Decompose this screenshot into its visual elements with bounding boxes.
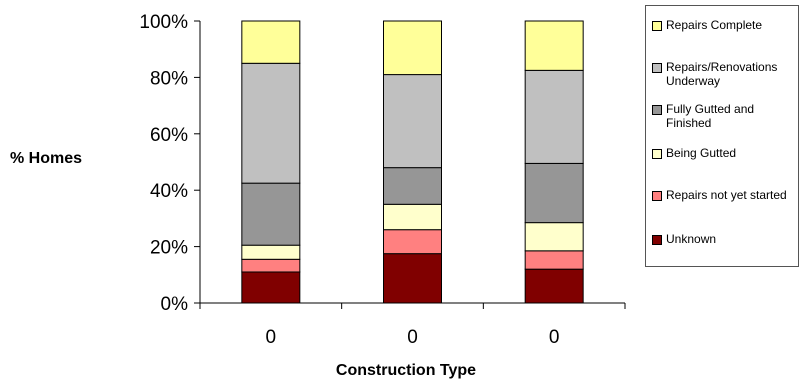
bar-segment bbox=[241, 20, 301, 64]
bar-segment bbox=[524, 20, 584, 71]
legend: Repairs Complete Repairs/Renovations Unde… bbox=[645, 5, 799, 267]
bar-segment bbox=[383, 74, 442, 169]
legend-swatch bbox=[652, 105, 662, 115]
legend-item: Fully Gutted and Finished bbox=[652, 102, 798, 130]
bar-segment bbox=[241, 258, 301, 273]
x-tick-label: 0 bbox=[266, 327, 277, 348]
bar-segment bbox=[524, 222, 584, 252]
legend-label: Repairs/Renovations Underway bbox=[666, 60, 778, 88]
y-tick-label: 20% bbox=[150, 238, 188, 259]
bar-segment bbox=[241, 244, 301, 260]
legend-item: Repairs Complete bbox=[652, 18, 798, 32]
legend-label: Unknown bbox=[666, 232, 717, 246]
legend-item: Being Gutted bbox=[652, 146, 798, 160]
bar-segment bbox=[383, 229, 442, 255]
legend-swatch bbox=[652, 191, 662, 201]
x-tick-label: 0 bbox=[549, 327, 560, 348]
legend-swatch bbox=[652, 63, 662, 73]
bar-segment bbox=[241, 271, 301, 304]
x-tick-label: 0 bbox=[407, 327, 418, 348]
bar-segment bbox=[383, 203, 442, 231]
y-tick-label: 80% bbox=[150, 68, 188, 89]
plot-area: 0% 20% 40% 60% 80% 100% 0 0 0 bbox=[139, 12, 626, 348]
y-tick-label: 0% bbox=[161, 294, 189, 315]
legend-item: Repairs/Renovations Underway bbox=[652, 60, 798, 88]
y-axis-title: % Homes bbox=[10, 150, 82, 167]
legend-swatch bbox=[652, 21, 662, 31]
x-axis-title: Construction Type bbox=[336, 362, 476, 379]
legend-label: Repairs Complete bbox=[666, 18, 763, 32]
legend-label: Repairs not yet started bbox=[666, 188, 787, 202]
y-tick-label: 60% bbox=[150, 125, 188, 146]
bar-segment bbox=[524, 162, 584, 224]
bar-segment bbox=[383, 20, 442, 76]
legend-swatch bbox=[652, 235, 662, 245]
legend-label: Fully Gutted and Finished bbox=[666, 102, 755, 130]
bar-segment bbox=[241, 62, 301, 184]
bar-segment bbox=[524, 69, 584, 164]
y-tick-label: 100% bbox=[139, 12, 188, 33]
legend-swatch bbox=[652, 149, 662, 159]
legend-label: Being Gutted bbox=[666, 146, 737, 160]
legend-item: Repairs not yet started bbox=[652, 188, 798, 202]
bar-segment bbox=[524, 268, 584, 304]
y-tick-label: 40% bbox=[150, 181, 188, 202]
legend-item: Unknown bbox=[652, 232, 798, 246]
bar-segment bbox=[383, 167, 442, 205]
bar-segment bbox=[241, 182, 301, 246]
bar-segment bbox=[524, 250, 584, 270]
bar-segment bbox=[383, 253, 442, 304]
